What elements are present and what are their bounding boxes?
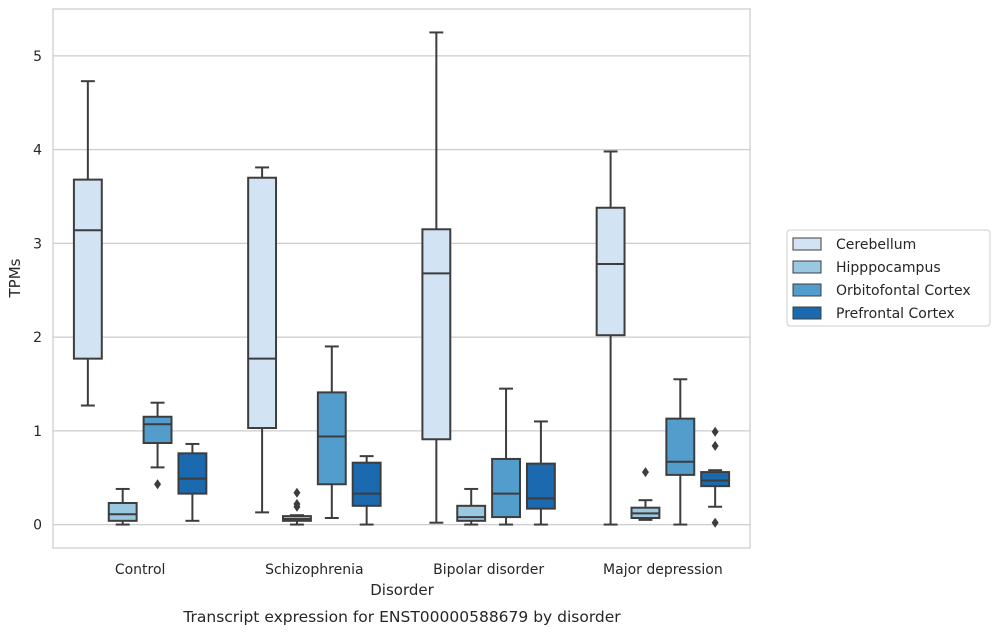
legend-item: Prefrontal Cortex [792,306,955,322]
legend-item: Cerebellum [792,237,916,253]
box-prefrontal-cortex [525,420,556,526]
legend-label: Prefrontal Cortex [836,306,955,322]
box-iqr [247,176,278,430]
box-hipppocampus [456,487,487,526]
legend-swatch [792,306,822,320]
outlier-point [293,487,301,498]
box-iqr [316,391,347,486]
box-iqr [595,206,626,337]
box-iqr [525,462,556,510]
y-tick-label: 1 [33,424,42,440]
y-tick-label: 2 [33,330,42,346]
box-iqr [421,228,452,441]
legend-swatch [792,283,822,297]
box-cerebellum [421,31,452,524]
y-tick-label: 4 [33,143,42,159]
legend-label: Hipppocampus [836,260,941,276]
box-iqr [491,457,521,519]
outlier-point [711,440,719,451]
box-iqr [142,415,173,445]
box-hipppocampus [282,487,312,526]
box-prefrontal-cortex [177,442,208,522]
box-iqr [700,471,731,488]
y-tick-label: 5 [33,49,42,65]
y-tick-label: 0 [33,518,42,534]
x-axis-label: Disorder [370,581,434,599]
boxes [72,31,731,528]
box-hipppocampus [630,467,661,521]
legend-frame [786,229,991,327]
x-tick-label: Schizophrenia [265,562,363,578]
outlier-point [293,501,301,512]
box-iqr [351,461,382,507]
box-cerebellum [247,166,278,514]
outlier-point [154,479,162,490]
y-axis-label: TPMs [6,258,24,298]
plot-background [53,9,750,548]
box-iqr [177,452,208,495]
box-iqr [72,178,103,360]
x-tick-label: Bipolar disorder [433,562,544,578]
chart-title: Transcript expression for ENST0000058867… [182,608,621,626]
box-orbitofontal-cortex [316,345,347,520]
x-tick-label: Control [115,562,166,578]
legend: Cerebellum Hipppocampus Orbitofontal Corte… [786,229,991,327]
legend-item: Hipppocampus [792,260,941,276]
box-orbitofontal-cortex [491,387,521,526]
plot-frame [52,8,751,549]
box-iqr [107,502,138,522]
outlier-point [641,467,649,478]
box-orbitofontal-cortex [142,401,173,490]
legend-swatch [792,237,822,251]
x-tick-label: Major depression [603,562,723,578]
y-tick-label: 3 [33,236,42,252]
x-tick-labels: Control Schizophrenia Bipolar disorder Majo… [115,562,723,578]
legend-items: Cerebellum Hipppocampus Orbitofontal Corte… [792,237,971,322]
legend-label: Orbitofontal Cortex [836,283,971,299]
box-prefrontal-cortex [351,455,382,526]
y-tick-labels: 0 1 2 3 4 5 [33,49,42,534]
outlier-point [711,517,719,528]
box-iqr [665,417,696,476]
legend-item: Orbitofontal Cortex [792,283,971,299]
legend-swatch [792,260,822,274]
box-cerebellum [72,80,103,407]
box-orbitofontal-cortex [665,378,696,526]
box-cerebellum [595,150,626,526]
outlier-point [711,426,719,437]
box-prefrontal-cortex [700,426,731,528]
box-iqr [456,504,487,522]
box-hipppocampus [107,487,138,526]
legend-label: Cerebellum [836,237,916,253]
